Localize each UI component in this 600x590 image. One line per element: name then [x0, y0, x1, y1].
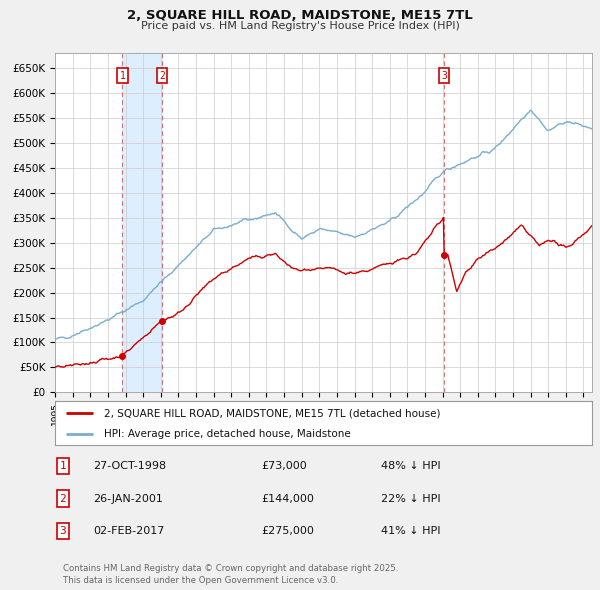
Text: Contains HM Land Registry data © Crown copyright and database right 2025.
This d: Contains HM Land Registry data © Crown c…	[63, 565, 398, 585]
Text: 1: 1	[119, 71, 125, 81]
Text: 22% ↓ HPI: 22% ↓ HPI	[381, 494, 440, 503]
Text: 1: 1	[59, 461, 67, 471]
Text: 3: 3	[59, 526, 67, 536]
Text: 26-JAN-2001: 26-JAN-2001	[93, 494, 163, 503]
Text: 27-OCT-1998: 27-OCT-1998	[93, 461, 166, 471]
Text: £73,000: £73,000	[261, 461, 307, 471]
Text: 48% ↓ HPI: 48% ↓ HPI	[381, 461, 440, 471]
Text: Price paid vs. HM Land Registry's House Price Index (HPI): Price paid vs. HM Land Registry's House …	[140, 21, 460, 31]
Text: 3: 3	[441, 71, 447, 81]
Text: £275,000: £275,000	[261, 526, 314, 536]
Bar	[122, 53, 162, 392]
Text: HPI: Average price, detached house, Maidstone: HPI: Average price, detached house, Maid…	[104, 428, 350, 438]
Text: 2: 2	[59, 494, 67, 503]
Text: 2, SQUARE HILL ROAD, MAIDSTONE, ME15 7TL (detached house): 2, SQUARE HILL ROAD, MAIDSTONE, ME15 7TL…	[104, 408, 440, 418]
Text: 02-FEB-2017: 02-FEB-2017	[93, 526, 164, 536]
Text: 2: 2	[159, 71, 165, 81]
Text: 2, SQUARE HILL ROAD, MAIDSTONE, ME15 7TL: 2, SQUARE HILL ROAD, MAIDSTONE, ME15 7TL	[127, 9, 473, 22]
Text: £144,000: £144,000	[261, 494, 314, 503]
Text: 41% ↓ HPI: 41% ↓ HPI	[381, 526, 440, 536]
